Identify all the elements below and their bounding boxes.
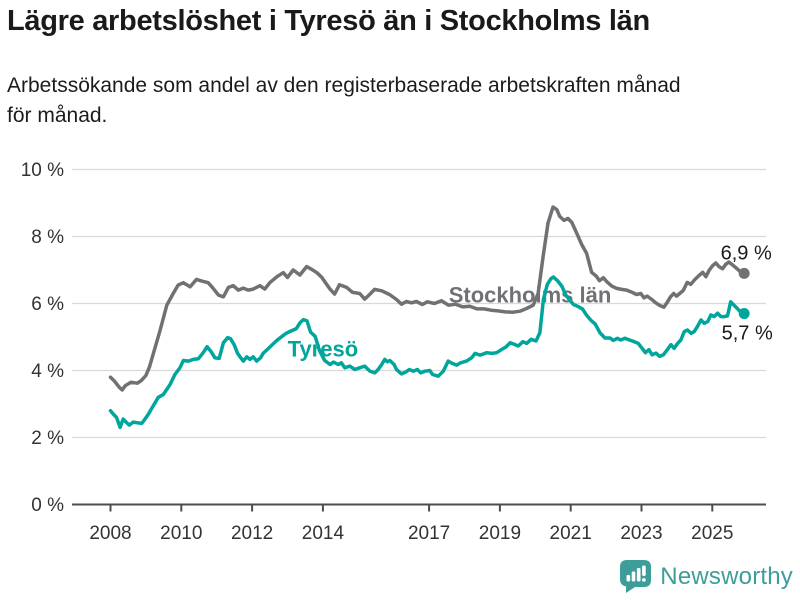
- x-tick-label-2021: 2021: [550, 523, 592, 544]
- y-tick-label-0: 0 %: [31, 495, 64, 516]
- subtitle-line-2: för månad.: [7, 104, 108, 127]
- speech-bubble-shape: [620, 560, 652, 593]
- series-line-tyreso: [108, 275, 746, 430]
- series-end-dot-tyreso: [738, 308, 750, 320]
- series-end-value-stockholms-lan: 6,9 %: [721, 242, 772, 264]
- y-tick-label-8: 8 %: [31, 227, 64, 248]
- bar-3: [637, 568, 641, 582]
- subtitle-line-1: Arbetssökande som andel av den registerb…: [7, 74, 681, 97]
- newsworthy-logo: Newsworthy: [620, 560, 793, 593]
- x-tick-label-2008: 2008: [89, 523, 131, 544]
- bar-2: [631, 571, 636, 582]
- exclamation-dot: [642, 578, 646, 582]
- y-tick-label-4: 4 %: [31, 361, 64, 382]
- series-label-stockholms-lan: Stockholms län: [449, 282, 612, 307]
- y-tick-label-6: 6 %: [31, 294, 64, 315]
- series-label-tyreso: Tyresö: [288, 336, 359, 361]
- bar-1: [626, 575, 631, 582]
- y-tick-label-10: 10 %: [21, 160, 64, 181]
- brand-name: Newsworthy: [660, 562, 793, 590]
- x-tick-label-2023: 2023: [620, 523, 662, 544]
- y-tick-label-2: 2 %: [31, 428, 64, 449]
- bar-chart-speech-bubble-icon: [620, 560, 652, 593]
- chart-subtitle: Arbetssökande som andel av den registerb…: [7, 71, 787, 131]
- x-tick-label-2025: 2025: [691, 523, 733, 544]
- x-tick-label-2019: 2019: [479, 523, 521, 544]
- series-line-stockholms-lan: [108, 205, 746, 392]
- x-tick-label-2010: 2010: [160, 523, 202, 544]
- exclamation-stem: [642, 565, 646, 576]
- x-tick-label-2014: 2014: [302, 523, 345, 544]
- series-end-value-tyreso: 5,7 %: [722, 323, 773, 345]
- x-tick-label-2012: 2012: [231, 523, 273, 544]
- page-title: Lägre arbetslöshet i Tyresö än i Stockho…: [7, 5, 650, 37]
- x-tick-label-2017: 2017: [408, 523, 450, 544]
- series-end-dot-stockholms-lan: [738, 267, 750, 279]
